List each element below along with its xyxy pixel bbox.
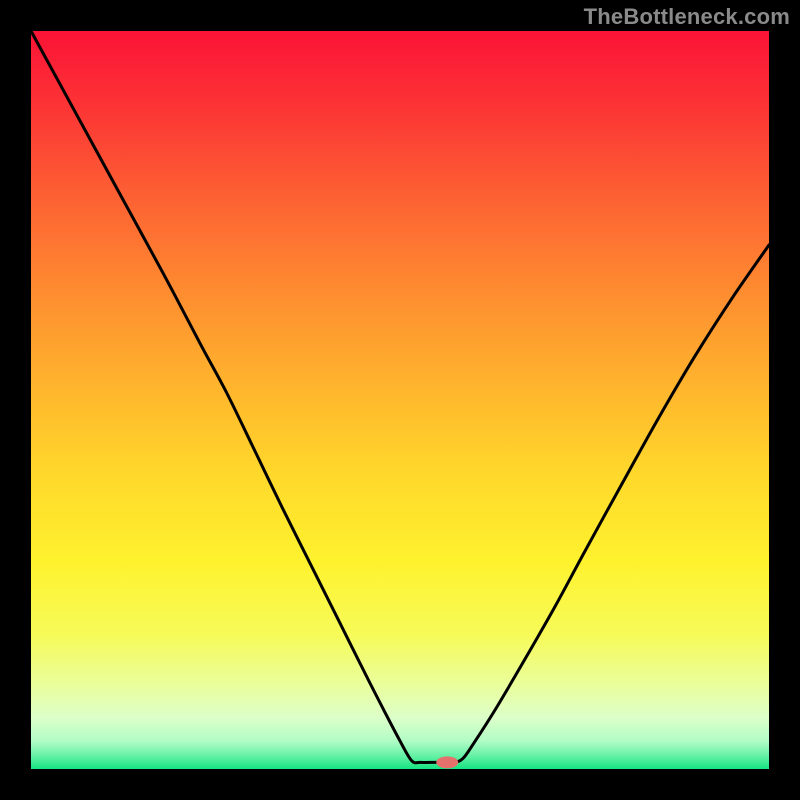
chart-svg [0,0,800,800]
plot-background [31,31,769,769]
chart-root: TheBottleneck.com [0,0,800,800]
optimum-marker [436,756,458,768]
watermark-text: TheBottleneck.com [584,4,790,30]
